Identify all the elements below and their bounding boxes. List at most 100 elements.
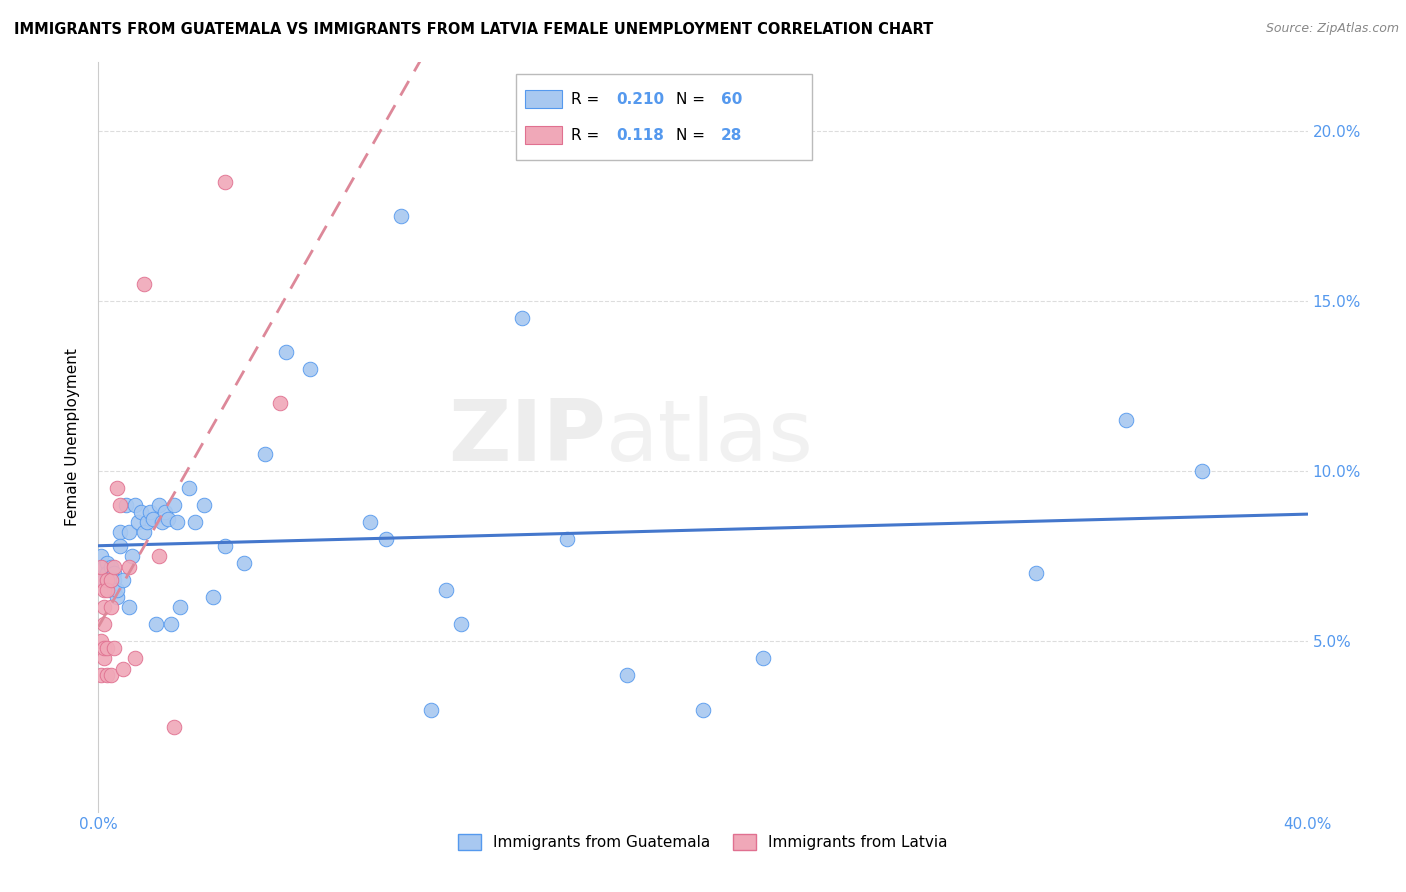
Point (93, 573, 115, 587)
Point (1191, 464, 1213, 478)
Point (93, 583, 115, 598)
Y-axis label: Female Unemployment: Female Unemployment (65, 348, 80, 526)
Point (269, 396, 291, 410)
Point (111, 573, 134, 587)
Point (96, 668, 118, 682)
Point (360, 515, 382, 529)
Text: R =: R = (571, 128, 605, 143)
Point (274, 345, 297, 359)
Text: atlas: atlas (606, 395, 814, 479)
Point (148, 498, 170, 512)
Point (1115, 413, 1137, 427)
Point (96, 556, 118, 570)
Legend: Immigrants from Guatemala, Immigrants from Latvia: Immigrants from Guatemala, Immigrants fr… (451, 829, 955, 856)
Point (124, 651, 146, 665)
Point (93, 651, 115, 665)
Point (153, 505, 176, 519)
Point (90, 634, 112, 648)
Point (108, 539, 131, 553)
Point (124, 498, 146, 512)
Point (121, 549, 143, 564)
Text: N =: N = (676, 92, 710, 107)
Point (90, 549, 112, 564)
Point (103, 641, 125, 656)
Point (100, 573, 122, 587)
Point (214, 539, 236, 553)
Point (93, 600, 115, 615)
FancyBboxPatch shape (516, 74, 811, 160)
Bar (526, 90, 561, 108)
Point (103, 573, 125, 587)
Point (156, 512, 179, 526)
Point (434, 583, 457, 598)
Text: N =: N = (676, 128, 710, 143)
Point (96, 573, 118, 587)
Point (166, 515, 188, 529)
Point (616, 668, 638, 682)
Text: IMMIGRANTS FROM GUATEMALA VS IMMIGRANTS FROM LATVIA FEMALE UNEMPLOYMENT CORRELAT: IMMIGRANTS FROM GUATEMALA VS IMMIGRANTS … (14, 22, 934, 37)
Point (202, 590, 225, 604)
Point (93, 559, 115, 574)
Point (100, 573, 122, 587)
Point (103, 583, 125, 598)
Point (111, 662, 134, 676)
Point (510, 310, 533, 325)
Bar (526, 126, 561, 145)
Point (93, 617, 115, 632)
Point (90, 573, 112, 587)
Point (96, 573, 118, 587)
Text: 60: 60 (721, 92, 742, 107)
Text: 0.210: 0.210 (616, 92, 664, 107)
Point (108, 525, 131, 540)
Point (163, 720, 186, 734)
Point (160, 617, 183, 632)
Text: 28: 28 (721, 128, 742, 143)
Point (692, 702, 714, 716)
Point (179, 481, 201, 495)
Point (105, 481, 128, 495)
Point (184, 515, 207, 529)
Point (1024, 566, 1046, 581)
Point (374, 533, 396, 547)
Point (100, 559, 122, 574)
Point (214, 175, 236, 189)
Point (90, 668, 112, 682)
Point (103, 559, 125, 574)
Point (100, 600, 122, 615)
Point (132, 525, 155, 540)
Point (100, 583, 122, 598)
Text: Source: ZipAtlas.com: Source: ZipAtlas.com (1265, 22, 1399, 36)
Point (555, 533, 578, 547)
Point (163, 498, 186, 512)
Point (132, 277, 155, 291)
Point (142, 512, 165, 526)
Point (114, 498, 136, 512)
Point (139, 505, 162, 519)
Point (90, 559, 112, 574)
Point (253, 447, 276, 461)
Point (93, 641, 115, 656)
Point (193, 498, 215, 512)
Point (299, 362, 322, 376)
Point (118, 525, 141, 540)
Point (105, 590, 128, 604)
Point (129, 505, 152, 519)
Text: ZIP: ZIP (449, 395, 606, 479)
Point (145, 617, 167, 632)
Point (450, 617, 472, 632)
Point (100, 668, 122, 682)
Point (232, 556, 254, 570)
Point (108, 498, 131, 512)
Point (148, 549, 170, 564)
Text: R =: R = (571, 92, 605, 107)
Text: 0.118: 0.118 (616, 128, 664, 143)
Point (752, 651, 775, 665)
Point (96, 641, 118, 656)
Point (169, 600, 191, 615)
Point (150, 515, 173, 529)
Point (96, 566, 118, 581)
Point (96, 583, 118, 598)
Point (127, 515, 149, 529)
Point (135, 515, 157, 529)
Point (420, 702, 443, 716)
